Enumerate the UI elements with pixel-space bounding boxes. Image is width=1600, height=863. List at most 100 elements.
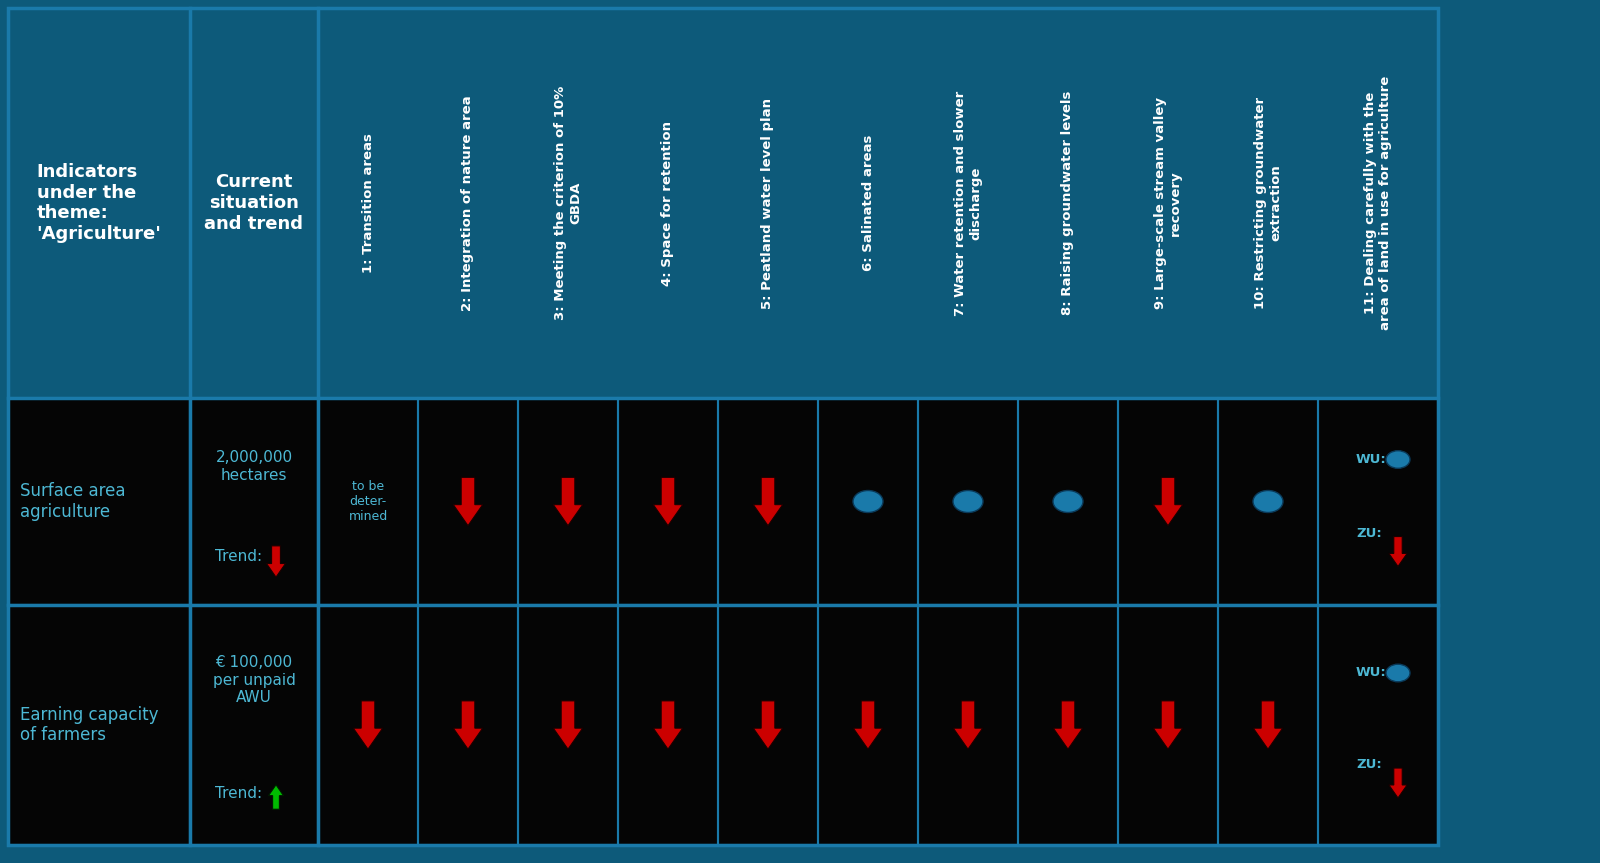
Polygon shape <box>853 701 883 749</box>
Bar <box>1218 398 1318 605</box>
Bar <box>418 398 518 605</box>
Text: WU:: WU: <box>1357 453 1387 466</box>
Text: 8: Raising groundwater levels: 8: Raising groundwater levels <box>1061 91 1075 315</box>
Bar <box>418 605 518 845</box>
Text: 1: Transition areas: 1: Transition areas <box>362 133 374 273</box>
Bar <box>918 605 1018 845</box>
Ellipse shape <box>1386 665 1410 682</box>
Polygon shape <box>453 701 483 749</box>
Text: Surface area
agriculture: Surface area agriculture <box>19 482 125 521</box>
Ellipse shape <box>1386 450 1410 469</box>
Bar <box>1018 398 1118 605</box>
Polygon shape <box>754 477 782 526</box>
Ellipse shape <box>1253 490 1283 513</box>
Bar <box>1318 398 1438 605</box>
Bar <box>618 398 718 605</box>
Text: Indicators
under the
theme:
'Agriculture': Indicators under the theme: 'Agriculture… <box>37 163 162 243</box>
Bar <box>418 605 518 845</box>
Bar <box>318 605 418 845</box>
Bar <box>1318 398 1438 605</box>
Bar <box>190 605 318 845</box>
Bar <box>8 605 190 845</box>
Bar <box>918 398 1018 605</box>
Ellipse shape <box>1053 490 1083 513</box>
Text: Earning capacity
of farmers: Earning capacity of farmers <box>19 706 158 745</box>
Text: 6: Salinated areas: 6: Salinated areas <box>861 135 875 271</box>
Text: 10: Restricting groundwater
extraction: 10: Restricting groundwater extraction <box>1254 97 1282 309</box>
Bar <box>1218 398 1318 605</box>
Text: 2,000,000
hectares: 2,000,000 hectares <box>216 450 293 482</box>
Text: 7: Water retention and slower
discharge: 7: Water retention and slower discharge <box>954 91 982 316</box>
Bar <box>618 605 718 845</box>
Bar <box>8 8 1438 845</box>
Polygon shape <box>354 701 382 749</box>
Bar <box>318 605 418 845</box>
Bar <box>518 398 618 605</box>
Polygon shape <box>554 701 582 749</box>
Text: Trend:: Trend: <box>216 549 262 564</box>
Text: to be
deter-
mined: to be deter- mined <box>349 480 387 523</box>
Polygon shape <box>269 784 283 809</box>
Bar <box>518 398 618 605</box>
Bar <box>190 398 318 605</box>
Bar <box>718 605 818 845</box>
Polygon shape <box>554 477 582 526</box>
Polygon shape <box>1154 477 1182 526</box>
Bar <box>818 398 918 605</box>
Bar <box>718 398 818 605</box>
Text: 11: Dealing carefully with the
area of land in use for agriculture: 11: Dealing carefully with the area of l… <box>1363 76 1392 331</box>
Bar <box>518 605 618 845</box>
Bar <box>8 605 190 845</box>
Bar <box>8 398 190 605</box>
Bar <box>1118 398 1218 605</box>
Ellipse shape <box>853 490 883 513</box>
Bar <box>1318 605 1438 845</box>
Bar <box>918 398 1018 605</box>
Polygon shape <box>453 477 483 526</box>
Text: 3: Meeting the criterion of 10%
GBDA: 3: Meeting the criterion of 10% GBDA <box>554 86 582 320</box>
Bar <box>518 605 618 845</box>
Polygon shape <box>1253 701 1283 749</box>
Bar <box>1018 398 1118 605</box>
Bar <box>318 398 418 605</box>
Bar <box>618 398 718 605</box>
Polygon shape <box>754 701 782 749</box>
Text: ZU:: ZU: <box>1357 527 1382 540</box>
Bar <box>818 398 918 605</box>
Bar <box>8 8 1438 398</box>
Bar <box>1018 605 1118 845</box>
Text: ZU:: ZU: <box>1357 759 1382 772</box>
Bar <box>718 398 818 605</box>
Ellipse shape <box>954 490 982 513</box>
Polygon shape <box>1389 537 1406 566</box>
Bar <box>718 605 818 845</box>
Text: Trend:: Trend: <box>216 785 262 801</box>
Bar <box>1218 605 1318 845</box>
Polygon shape <box>954 701 982 749</box>
Polygon shape <box>1389 768 1406 798</box>
Bar <box>1118 605 1218 845</box>
Bar <box>618 605 718 845</box>
Polygon shape <box>653 701 683 749</box>
Polygon shape <box>1053 701 1083 749</box>
Text: WU:: WU: <box>1357 666 1387 679</box>
Bar <box>1018 605 1118 845</box>
Text: € 100,000
per unpaid
AWU: € 100,000 per unpaid AWU <box>213 655 296 705</box>
Bar <box>818 605 918 845</box>
Bar <box>818 605 918 845</box>
Bar <box>418 398 518 605</box>
Polygon shape <box>653 477 683 526</box>
Polygon shape <box>267 546 285 577</box>
Bar <box>1118 605 1218 845</box>
Bar <box>918 605 1018 845</box>
Text: 4: Space for retention: 4: Space for retention <box>661 121 675 286</box>
Bar <box>1318 605 1438 845</box>
Polygon shape <box>1154 701 1182 749</box>
Text: 5: Peatland water level plan: 5: Peatland water level plan <box>762 98 774 308</box>
Bar <box>1118 398 1218 605</box>
Text: Current
situation
and trend: Current situation and trend <box>205 173 304 233</box>
Bar <box>190 398 318 605</box>
Bar <box>190 605 318 845</box>
Bar <box>318 398 418 605</box>
Bar <box>1218 605 1318 845</box>
